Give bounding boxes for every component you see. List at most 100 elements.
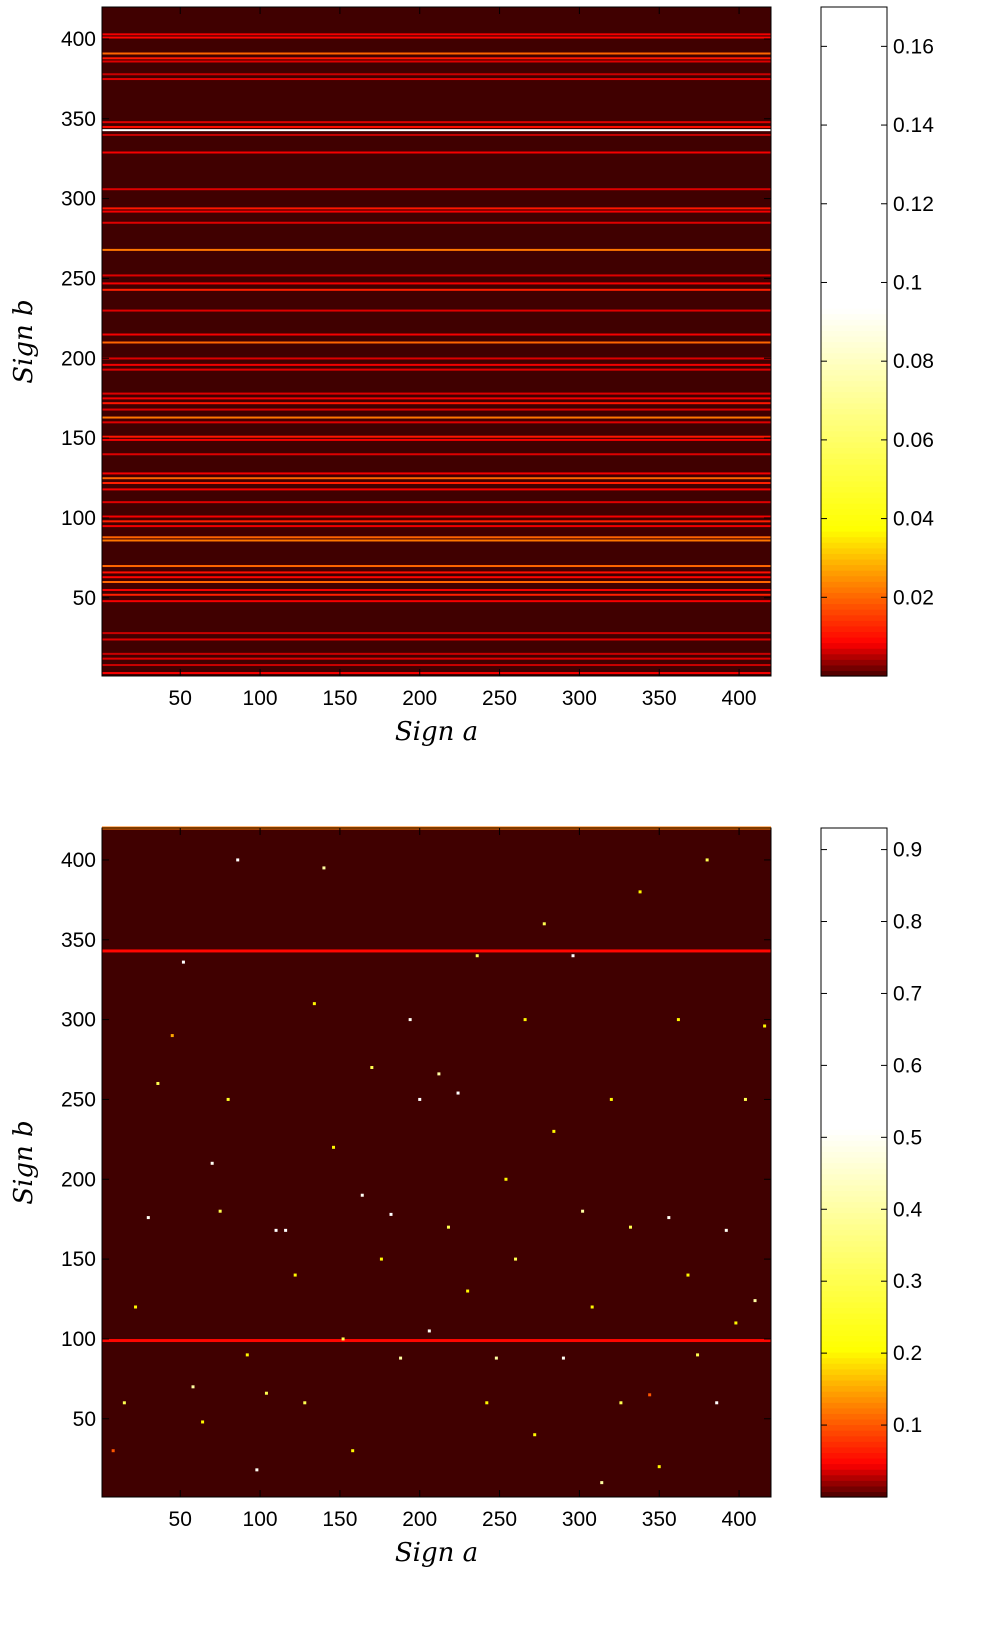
colorbar-segment xyxy=(821,1346,887,1353)
colorbar-segment xyxy=(821,458,887,465)
colorbar-segment xyxy=(821,1340,887,1348)
heatmap-cell xyxy=(437,1072,441,1076)
colorbar-segment xyxy=(821,308,887,315)
colorbar-segment xyxy=(821,90,887,97)
colorbar-segment xyxy=(821,614,887,621)
heatmap-cell xyxy=(201,1420,205,1424)
colorbar-segment xyxy=(821,497,887,504)
heatmap-dense-row xyxy=(102,1339,771,1343)
colorbar-segment xyxy=(821,46,887,53)
colorbar-tick-label: 0.14 xyxy=(893,114,934,137)
heatmap-row xyxy=(102,73,771,76)
colorbar-segment xyxy=(821,984,887,991)
y-tick-label: 50 xyxy=(73,1408,96,1431)
colorbar-segment xyxy=(821,380,887,387)
colorbar-segment xyxy=(821,202,887,209)
colorbar-segment xyxy=(821,894,887,902)
colorbar-segment xyxy=(821,961,887,968)
x-tick-label: 300 xyxy=(562,687,597,710)
colorbar-segment xyxy=(821,1469,887,1476)
heatmap-row xyxy=(102,402,771,405)
colorbar-segment xyxy=(821,648,887,655)
colorbar-segment xyxy=(821,1145,887,1152)
colorbar-tick-label: 0.1 xyxy=(893,1414,922,1437)
heatmap-row xyxy=(102,632,771,635)
colorbar-segment xyxy=(821,1262,887,1270)
y-tick-label: 200 xyxy=(61,1168,96,1191)
heatmap-row xyxy=(102,576,771,579)
colorbar-segment xyxy=(821,464,887,471)
y-tick-label: 150 xyxy=(61,1248,96,1271)
heatmap-row xyxy=(102,248,771,251)
heatmap-cell xyxy=(696,1353,700,1357)
colorbar-segment xyxy=(821,402,887,409)
heatmap-cell xyxy=(284,1228,288,1232)
colorbar-segment xyxy=(821,1485,887,1493)
colorbar-segment xyxy=(821,157,887,164)
heatmap-cell xyxy=(485,1401,489,1405)
colorbar-segment xyxy=(821,291,887,298)
colorbar-segment xyxy=(821,302,887,309)
colorbar-segment xyxy=(821,1084,887,1091)
colorbar-segment xyxy=(821,135,887,142)
colorbar-segment xyxy=(821,1023,887,1030)
colorbar-tick-label: 0.8 xyxy=(893,911,922,934)
heatmap-cell xyxy=(274,1228,278,1232)
colorbar-segment xyxy=(821,508,887,515)
colorbar-segment xyxy=(821,374,887,382)
heatmap-cell xyxy=(724,1228,728,1232)
heatmap-cell xyxy=(590,1305,594,1309)
colorbar-segment xyxy=(821,586,887,593)
colorbar-segment xyxy=(821,995,887,1002)
colorbar-tick-label: 0.16 xyxy=(893,35,934,58)
heatmap-row xyxy=(102,274,771,277)
colorbar-segment xyxy=(821,536,887,543)
colorbar-segment xyxy=(821,436,887,443)
colorbar-segment xyxy=(821,1290,887,1297)
colorbar-segment xyxy=(821,1045,887,1052)
colorbar-segment xyxy=(821,558,887,566)
colorbar-segment xyxy=(821,1201,887,1208)
heatmap-row xyxy=(102,36,771,39)
colorbar-segment xyxy=(821,1335,887,1342)
heatmap-cell xyxy=(303,1401,307,1405)
colorbar-tick-label: 0.7 xyxy=(893,982,922,1005)
colorbar-segment xyxy=(821,330,887,337)
heatmap-row xyxy=(102,52,771,55)
colorbar-segment xyxy=(821,1190,887,1197)
heatmap-row xyxy=(102,333,771,336)
heatmap-cell xyxy=(427,1329,431,1333)
colorbar-segment xyxy=(821,839,887,846)
colorbar-segment xyxy=(821,480,887,488)
colorbar-segment xyxy=(821,636,887,644)
colorbar-segment xyxy=(821,547,887,554)
colorbar-segment xyxy=(821,96,887,103)
colorbar-segment xyxy=(821,889,887,896)
colorbar-segment xyxy=(821,1162,887,1169)
colorbar: 0.1 0.2 0.3 0.4 0.5 0.6 0.7 0.8 0.9 xyxy=(820,827,923,1498)
colorbar-segment xyxy=(821,18,887,25)
colorbar-segment xyxy=(821,1212,887,1219)
colorbar-segment xyxy=(821,68,887,75)
colorbar-segment xyxy=(821,213,887,220)
heatmap-row xyxy=(102,133,771,136)
heatmap-top: 50 100 150 200 250 300 350 400 50 100 150 200 250 300… xyxy=(9,6,934,747)
colorbar-segment xyxy=(821,631,887,638)
colorbar-segment xyxy=(821,525,887,532)
heatmap-cell xyxy=(111,1449,115,1453)
heatmap-cell xyxy=(170,1034,174,1038)
colorbar-segment xyxy=(821,1391,887,1398)
colorbar-segment xyxy=(821,1151,887,1158)
colorbar-segment xyxy=(821,252,887,259)
colorbar-segment xyxy=(821,967,887,974)
colorbar-segment xyxy=(821,1184,887,1191)
colorbar-segment xyxy=(821,642,887,649)
colorbar-segment xyxy=(821,625,887,632)
colorbar-segment xyxy=(821,1129,887,1136)
colorbar-segment xyxy=(821,1435,887,1442)
colorbar-segment xyxy=(821,224,887,231)
colorbar-segment xyxy=(821,1413,887,1420)
colorbar-segment xyxy=(821,347,887,354)
colorbar-segment xyxy=(821,855,887,863)
heatmap-cell xyxy=(191,1385,195,1389)
